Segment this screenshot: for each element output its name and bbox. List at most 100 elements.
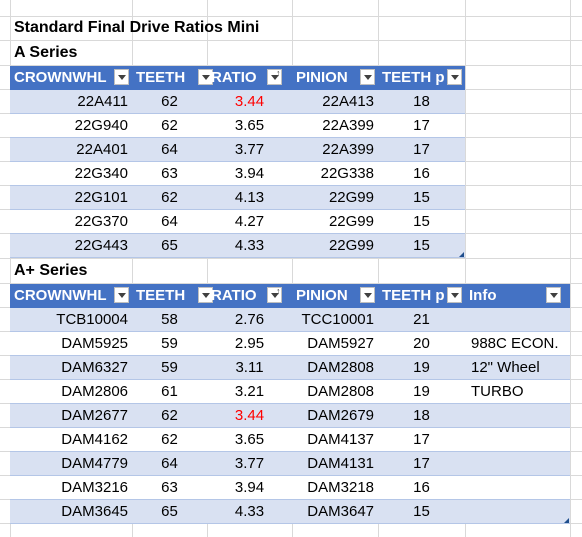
aplus-series-header-pteeth[interactable]: TEETH p [382,287,445,304]
aplus-series-cell-info[interactable]: 988C ECON. [471,335,559,352]
aplus-series-table-row[interactable]: DAM4779 64 3.77 DAM4131 17 [10,452,570,476]
aplus-series-cell-teeth[interactable]: 61 [161,383,178,400]
a-series-table[interactable]: CROWNWHL TEETH RATIO ↑ PINION TEETH p 22A411 62… [10,66,465,258]
aplus-series-cell-teeth[interactable]: 62 [161,407,178,424]
aplus-series-cell-info[interactable] [465,452,570,476]
aplus-series-cell-pteeth[interactable]: 15 [413,503,430,520]
a-series-cell-pteeth[interactable]: 16 [413,165,430,182]
a-series-cell-crown[interactable]: 22G101 [74,189,128,206]
aplus-series-header-pinion[interactable]: PINION [296,287,348,304]
aplus-series-cell-info[interactable]: 12" Wheel [471,359,540,376]
a-series-cell-pteeth[interactable]: 18 [413,93,430,110]
aplus-series-cell-pteeth[interactable]: 17 [413,455,430,472]
aplus-series-cell-teeth[interactable]: 59 [161,359,178,376]
aplus-series-filter-dropdown-pinion[interactable] [360,287,375,303]
aplus-series-cell-pinion[interactable]: DAM3647 [307,503,374,520]
aplus-series-cell-pinion[interactable]: DAM4137 [307,431,374,448]
aplus-series-cell-info[interactable] [465,404,570,428]
a-series-header-ratio[interactable]: RATIO [211,69,257,86]
aplus-series-cell-pinion[interactable]: DAM4131 [307,455,374,472]
aplus-series-cell-pinion[interactable]: TCC10001 [301,311,374,328]
aplus-series-cell-teeth[interactable]: 65 [161,503,178,520]
aplus-series-cell-pteeth[interactable]: 19 [413,383,430,400]
a-series-cell-ratio[interactable]: 3.77 [234,141,265,158]
aplus-series-cell-pteeth[interactable]: 19 [413,359,430,376]
a-series-table-row[interactable]: 22G940 62 3.65 22A399 17 [10,114,465,138]
aplus-series-table-row[interactable]: DAM4162 62 3.65 DAM4137 17 [10,428,570,452]
aplus-series-cell-teeth[interactable]: 64 [161,455,178,472]
a-series-cell-pinion[interactable]: 22A399 [322,117,374,134]
a-series-cell-teeth[interactable]: 63 [161,165,178,182]
aplus-series-table-row[interactable]: DAM3216 63 3.94 DAM3218 16 [10,476,570,500]
aplus-series-filter-dropdown-info[interactable] [546,287,561,303]
aplus-series-cell-ratio[interactable]: 3.65 [234,431,265,448]
a-series-cell-ratio[interactable]: 4.27 [234,213,265,230]
a-series-cell-crown[interactable]: 22G443 [74,237,128,254]
a-series-cell-crown[interactable]: 22G340 [74,165,128,182]
a-series-cell-crown[interactable]: 22A411 [77,93,128,110]
a-series-filter-dropdown-crown[interactable] [114,69,129,85]
a-series-cell-crown[interactable]: 22G940 [74,117,128,134]
aplus-series-filter-dropdown-ratio[interactable]: ↑ [267,286,282,303]
aplus-series-table[interactable]: CROWNWHL TEETH RATIO ↑ PINION TEETH p Info TCB1… [10,284,570,524]
aplus-series-table-row[interactable]: DAM5925 59 2.95 DAM5927 20 988C ECON. [10,332,570,356]
aplus-series-table-resize-handle[interactable] [564,518,569,523]
aplus-series-cell-pinion[interactable]: DAM3218 [307,479,374,496]
aplus-series-cell-ratio[interactable]: 3.94 [234,479,265,496]
aplus-series-cell-crown[interactable]: DAM2677 [61,407,128,424]
a-series-table-row[interactable]: 22G370 64 4.27 22G99 15 [10,210,465,234]
a-series-table-row[interactable]: 22G101 62 4.13 22G99 15 [10,186,465,210]
aplus-series-cell-pteeth[interactable]: 18 [413,407,430,424]
aplus-series-cell-ratio[interactable]: 2.76 [234,311,265,328]
aplus-series-cell-pinion[interactable]: DAM2808 [307,359,374,376]
a-series-filter-dropdown-teeth[interactable] [198,69,213,85]
aplus-series-cell-info[interactable]: TURBO [471,383,524,400]
aplus-series-cell-pinion[interactable]: DAM2808 [307,383,374,400]
a-series-cell-pteeth[interactable]: 15 [413,213,430,230]
aplus-series-cell-crown[interactable]: DAM3216 [61,479,128,496]
a-series-cell-teeth[interactable]: 62 [161,117,178,134]
aplus-series-cell-ratio[interactable]: 2.95 [234,335,265,352]
aplus-series-cell-pteeth[interactable]: 21 [413,311,430,328]
a-series-cell-pteeth[interactable]: 17 [413,117,430,134]
aplus-series-filter-dropdown-crown[interactable] [114,287,129,303]
a-series-cell-teeth[interactable]: 64 [161,141,178,158]
a-series-filter-dropdown-pinion[interactable] [360,69,375,85]
aplus-series-table-row[interactable]: DAM6327 59 3.11 DAM2808 19 12" Wheel [10,356,570,380]
a-series-table-row[interactable]: 22A411 62 3.44 22A413 18 [10,90,465,114]
aplus-series-cell-teeth[interactable]: 59 [161,335,178,352]
aplus-series-cell-pteeth[interactable]: 17 [413,431,430,448]
a-series-cell-pinion[interactable]: 22G99 [328,213,374,230]
a-series-cell-pinion[interactable]: 22A399 [322,141,374,158]
aplus-series-cell-pinion[interactable]: DAM5927 [307,335,374,352]
aplus-series-cell-info[interactable] [465,428,570,452]
aplus-series-cell-pteeth[interactable]: 20 [413,335,430,352]
a-series-cell-crown[interactable]: 22G370 [74,213,128,230]
aplus-series-cell-ratio[interactable]: 3.21 [234,383,265,400]
aplus-series-filter-dropdown-pteeth[interactable] [447,287,462,303]
a-series-cell-pinion[interactable]: 22G99 [328,237,374,254]
aplus-series-cell-ratio[interactable]: 4.33 [234,503,265,520]
aplus-series-cell-crown[interactable]: DAM3645 [61,503,128,520]
aplus-series-header-teeth[interactable]: TEETH [136,287,186,304]
aplus-series-header-crown[interactable]: CROWNWHL [14,287,107,304]
a-series-header-pinion[interactable]: PINION [296,69,348,86]
aplus-series-cell-crown[interactable]: DAM6327 [61,359,128,376]
a-series-cell-pteeth[interactable]: 15 [413,189,430,206]
aplus-series-cell-ratio[interactable]: 3.44 [234,407,265,424]
a-series-header-teeth[interactable]: TEETH [136,69,186,86]
aplus-series-table-row[interactable]: TCB10004 58 2.76 TCC10001 21 [10,308,570,332]
aplus-series-cell-pteeth[interactable]: 16 [413,479,430,496]
a-series-cell-teeth[interactable]: 64 [161,213,178,230]
aplus-series-header-ratio[interactable]: RATIO [211,287,257,304]
aplus-series-filter-dropdown-teeth[interactable] [198,287,213,303]
aplus-series-header-info[interactable]: Info [469,287,497,304]
aplus-series-cell-crown[interactable]: DAM5925 [61,335,128,352]
a-series-table-resize-handle[interactable] [459,252,464,257]
aplus-series-cell-crown[interactable]: DAM4779 [61,455,128,472]
a-series-cell-ratio[interactable]: 4.33 [234,237,265,254]
aplus-series-cell-info[interactable] [465,308,570,332]
a-series-cell-teeth[interactable]: 65 [161,237,178,254]
a-series-table-row[interactable]: 22A401 64 3.77 22A399 17 [10,138,465,162]
a-series-filter-dropdown-pteeth[interactable] [447,69,462,85]
